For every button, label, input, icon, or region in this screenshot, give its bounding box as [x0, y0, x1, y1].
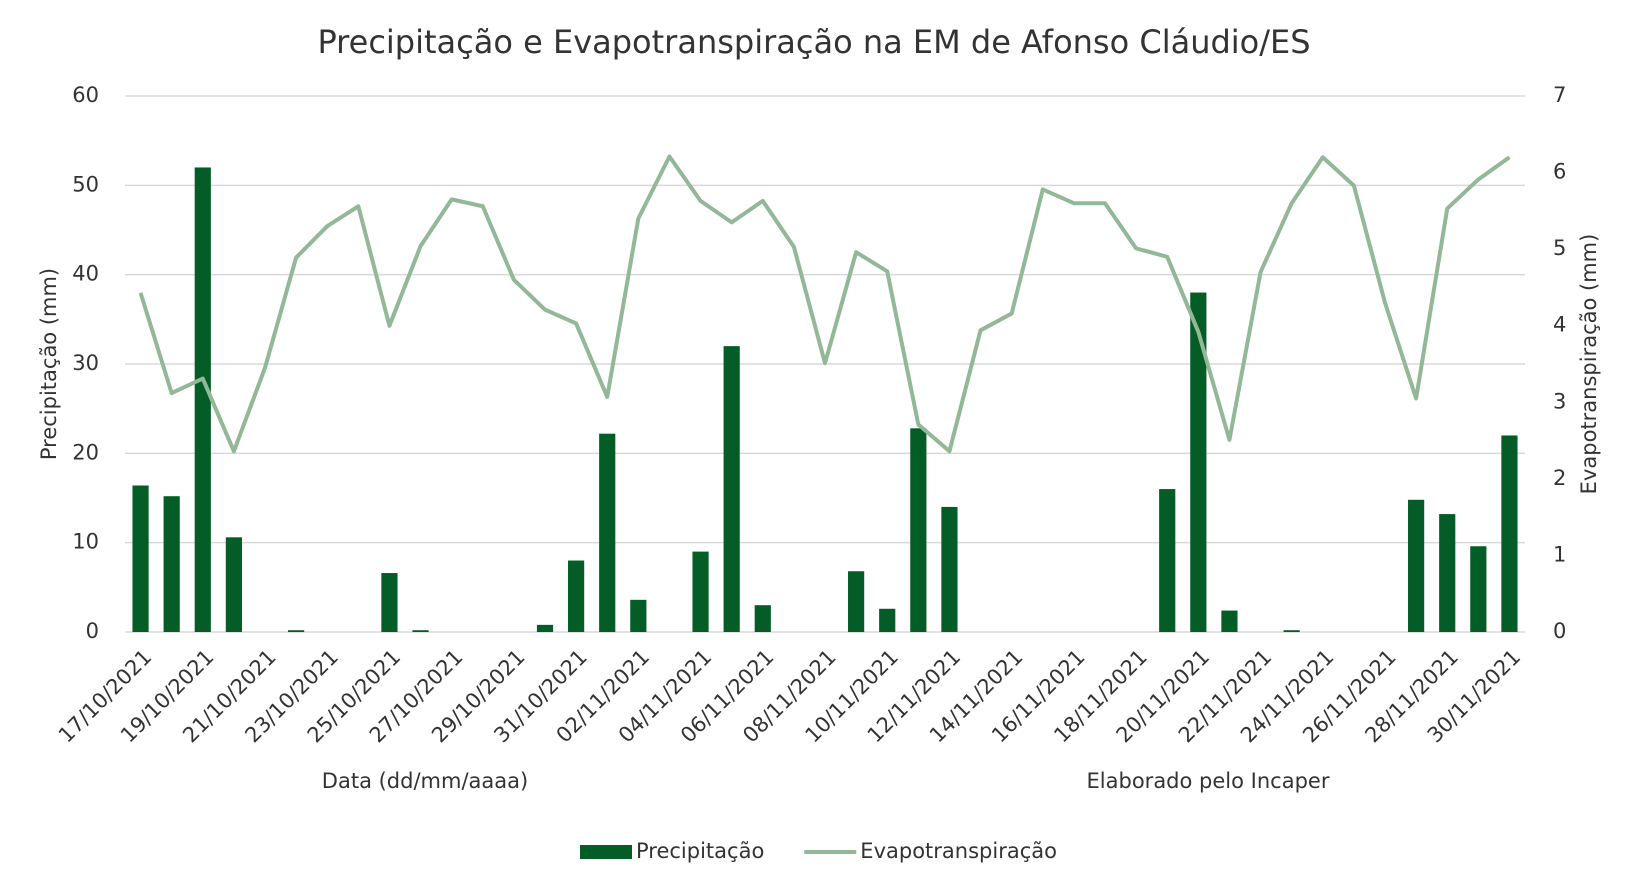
y2-tick-label: 3	[1553, 389, 1566, 413]
bar	[879, 608, 896, 632]
y2-tick-label: 0	[1553, 619, 1566, 643]
annotation: Elaborado pelo Incaper	[1087, 769, 1330, 793]
bar	[288, 630, 305, 632]
bar	[1501, 435, 1518, 632]
bar	[568, 560, 585, 632]
bar	[941, 506, 958, 632]
bar	[194, 167, 211, 632]
y-tick-label: 60	[72, 83, 99, 107]
y2-tick-label: 5	[1553, 236, 1566, 260]
bar	[536, 624, 554, 632]
bar	[381, 573, 398, 632]
y2-tick-label: 7	[1553, 83, 1566, 107]
bar	[1283, 630, 1300, 632]
x-axis-label: Data (dd/mm/aaaa)	[322, 769, 528, 793]
y2-tick-label: 2	[1553, 466, 1566, 490]
legend-swatch	[580, 845, 632, 859]
y-tick-label: 20	[72, 440, 99, 464]
y2-tick-label: 6	[1553, 160, 1566, 184]
y-tick-label: 0	[86, 619, 99, 643]
y-tick-label: 10	[72, 530, 99, 554]
bar	[1408, 499, 1425, 632]
y-tick-label: 40	[72, 262, 99, 286]
line	[138, 154, 1511, 454]
legend-label: Precipitação	[636, 839, 764, 863]
y2-tick-label: 4	[1553, 313, 1566, 337]
y-tick-label: 50	[72, 172, 99, 196]
bar	[1221, 610, 1238, 632]
bar	[910, 428, 927, 632]
bar	[754, 605, 771, 632]
legend-label: Evapotranspiração	[860, 839, 1057, 863]
chart-title: Precipitação e Evapotranspiração na EM d…	[317, 23, 1310, 61]
y2-tick-label: 1	[1553, 542, 1566, 566]
bar	[1470, 546, 1487, 632]
bar	[1439, 514, 1456, 632]
bar	[599, 433, 616, 632]
y-axis-label: Precipitação (mm)	[37, 268, 61, 460]
bar	[163, 496, 180, 632]
bar	[692, 551, 709, 632]
bar	[1159, 489, 1176, 632]
bar	[1190, 292, 1207, 632]
y2-axis-label: Evapotranspiração (mm)	[1577, 234, 1601, 495]
bar	[412, 630, 429, 632]
y-tick-label: 30	[72, 351, 99, 375]
bar	[132, 485, 149, 632]
bar	[225, 537, 242, 632]
bar	[723, 346, 740, 632]
bar	[630, 599, 647, 632]
bar	[848, 571, 865, 632]
